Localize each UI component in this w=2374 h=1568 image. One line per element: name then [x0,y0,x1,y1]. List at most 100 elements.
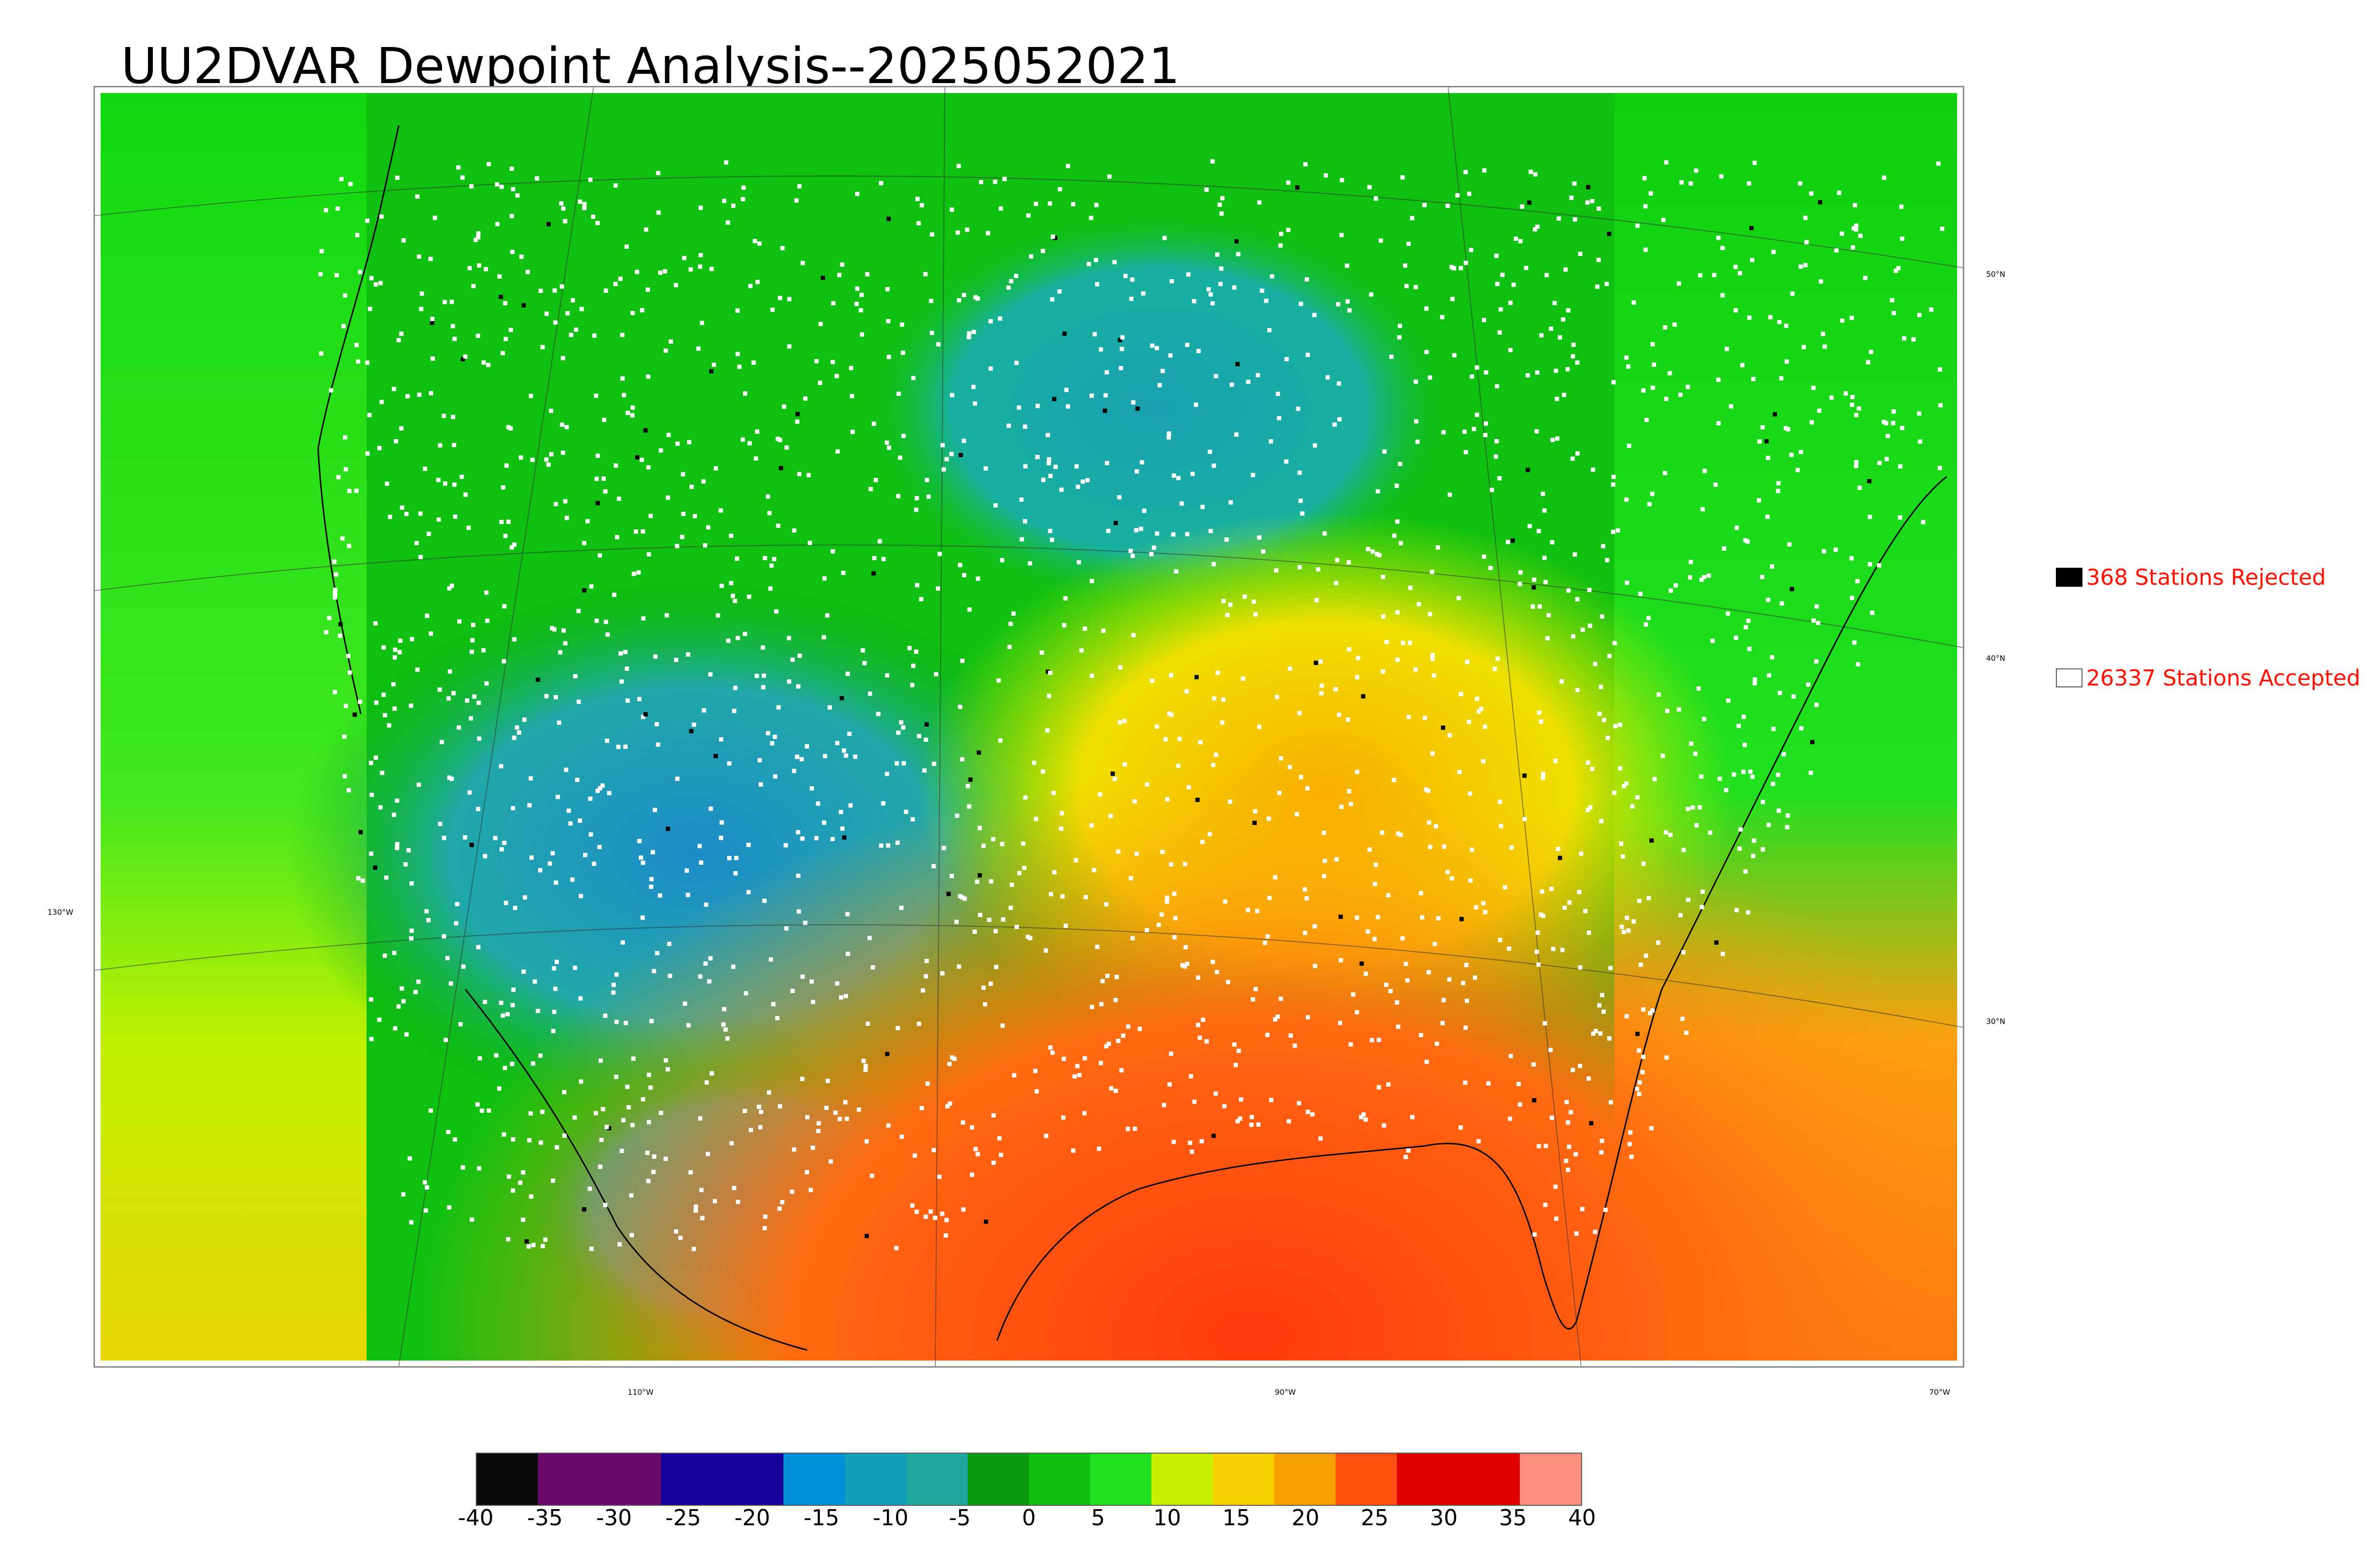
station-marker [697,844,702,848]
station-marker [991,837,996,842]
station-marker [598,1058,603,1063]
station-marker [1585,200,1590,205]
station-marker [524,1239,529,1244]
map-canvas [95,87,1963,1366]
station-marker [934,672,939,676]
station-marker [1208,292,1213,297]
station-marker [1095,944,1100,949]
station-marker [1134,528,1139,533]
station-marker [597,845,602,849]
station-marker [1120,335,1125,340]
station-marker [975,879,980,884]
station-marker [1059,488,1064,492]
station-marker [838,810,843,815]
station-marker [1413,285,1418,290]
station-marker [698,974,703,979]
station-marker [538,1140,543,1145]
station-marker [1803,263,1808,268]
station-marker [1023,519,1027,524]
station-marker [1714,940,1719,945]
station-marker [1637,1091,1641,1096]
station-marker [784,445,789,450]
station-marker [602,417,607,422]
station-marker [369,792,374,797]
station-marker [665,1067,670,1071]
station-marker [1277,790,1281,795]
station-marker [776,523,781,528]
station-marker [456,725,461,730]
station-marker [1212,463,1216,468]
station-marker [407,1156,412,1161]
station-marker [797,184,802,189]
station-marker [757,241,762,246]
station-marker [1719,174,1724,179]
station-marker [458,1022,463,1027]
station-marker [1562,393,1566,397]
colorbar-segment [906,1454,968,1505]
station-marker [1118,720,1122,725]
station-marker [1348,1042,1353,1047]
station-marker [822,576,827,581]
station-marker [1535,429,1539,434]
station-marker [620,376,625,381]
station-marker [768,586,773,591]
station-marker [1571,342,1576,347]
station-marker [922,768,927,773]
station-marker [1750,774,1755,779]
station-marker [1044,1134,1048,1138]
dewpoint-map[interactable] [94,86,1964,1368]
station-marker [1867,562,1872,567]
station-marker [1339,233,1344,237]
station-marker [442,413,446,418]
station-marker [447,775,452,780]
colorbar-tick-label: -15 [803,1505,839,1530]
station-marker [1540,889,1545,894]
station-marker [1235,1119,1240,1124]
station-marker [401,1192,406,1197]
station-marker [635,455,640,460]
station-marker [1408,640,1413,645]
station-marker [1455,193,1460,197]
station-marker [1198,740,1203,745]
station-marker [1338,958,1343,963]
station-marker [929,299,933,303]
station-marker [692,722,697,727]
station-marker [885,1052,890,1056]
station-marker [808,541,812,545]
station-marker [1269,439,1273,444]
station-marker [461,964,466,969]
station-marker [358,270,363,274]
station-marker [409,936,414,941]
station-marker [552,966,556,971]
station-marker [1507,1117,1512,1121]
station-marker [447,1205,452,1210]
station-marker [478,1056,482,1061]
station-marker [706,525,711,530]
station-marker [528,394,533,398]
station-marker [1376,1085,1381,1089]
station-marker [536,1009,540,1014]
station-marker [502,604,507,609]
station-marker [871,571,876,576]
station-marker [1742,714,1746,719]
station-marker [1167,711,1171,716]
station-marker [582,541,586,545]
colorbar-segment [1397,1454,1459,1505]
station-marker [1741,770,1746,774]
station-marker [544,311,549,316]
station-marker [469,184,474,188]
station-marker [1207,450,1212,454]
station-marker [1053,464,1058,469]
station-marker [1559,679,1564,684]
station-marker [565,311,570,316]
station-marker [1130,277,1135,282]
station-marker [1696,686,1701,691]
station-marker [1359,961,1364,966]
station-marker [962,896,967,901]
station-marker [835,741,840,745]
station-marker [747,441,752,446]
station-marker [1589,1121,1593,1126]
station-marker [782,404,786,409]
station-marker [1571,634,1575,639]
station-marker [1508,300,1513,305]
